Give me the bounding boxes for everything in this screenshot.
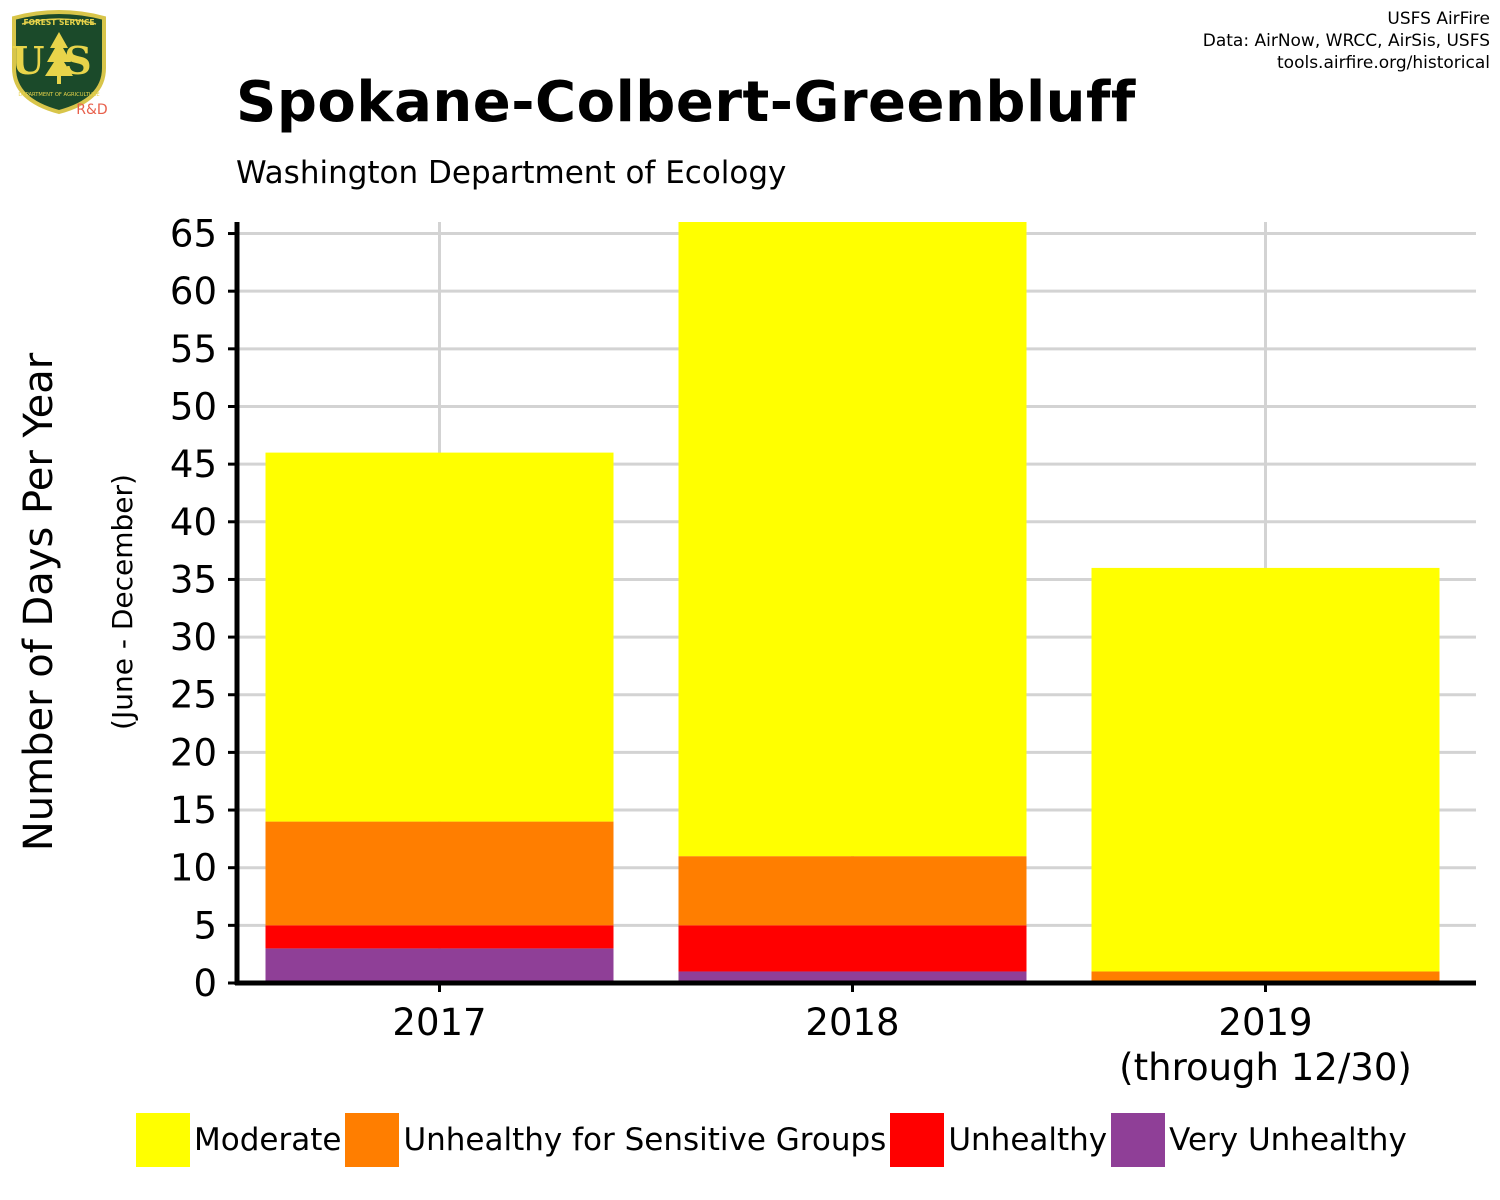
bar-segment xyxy=(265,948,614,983)
logo-arc-text: FOREST SERVICE xyxy=(23,18,94,27)
logo-tag: R&D xyxy=(76,102,107,116)
bar-segment xyxy=(678,856,1027,926)
credits-block: USFS AirFire Data: AirNow, WRCC, AirSis,… xyxy=(1203,8,1490,74)
y-tick-label: 35 xyxy=(170,558,217,601)
y-axis-label: Number of Days Per Year xyxy=(16,352,62,851)
bars xyxy=(265,222,1440,983)
x-tick-label: 2019 xyxy=(1218,1001,1312,1044)
x-tick-label: 2018 xyxy=(805,1001,899,1044)
y-tick-label: 15 xyxy=(170,789,217,832)
credit-line: USFS AirFire xyxy=(1387,9,1490,29)
axes xyxy=(228,222,1476,992)
bar-segment xyxy=(678,971,1027,983)
legend-item: Very Unhealthy xyxy=(1111,1113,1407,1167)
credit-line: Data: AirNow, WRCC, AirSis, USFS xyxy=(1202,31,1490,51)
legend-swatch xyxy=(136,1113,190,1167)
y-axis-sublabel: (June - December) xyxy=(106,474,139,730)
y-tick-label: 40 xyxy=(170,501,217,544)
bar-segment xyxy=(265,452,614,822)
y-tick-label: 0 xyxy=(193,962,217,1005)
credit-line: tools.airfire.org/historical xyxy=(1277,53,1490,73)
bar-segment xyxy=(1091,567,1440,972)
logo-bottom-text: DEPARTMENT OF AGRICULTURE xyxy=(18,92,99,98)
y-tick-label: 50 xyxy=(170,385,217,428)
bar-segment xyxy=(678,222,1027,857)
legend-item: Unhealthy xyxy=(890,1113,1107,1167)
y-tick-label: 5 xyxy=(193,904,217,947)
y-tick-label: 20 xyxy=(170,731,217,774)
legend-label: Unhealthy for Sensitive Groups xyxy=(403,1122,887,1158)
legend-item: Moderate xyxy=(136,1113,341,1167)
bar-segment xyxy=(265,925,614,949)
chart-subtitle: Washington Department of Ecology xyxy=(236,155,787,191)
legend-label: Moderate xyxy=(194,1122,342,1158)
y-tick-label: 65 xyxy=(170,213,217,256)
x-tick-label: 2017 xyxy=(392,1001,486,1044)
legend-label: Unhealthy xyxy=(948,1122,1108,1158)
x-tick-sublabel: (through 12/30) xyxy=(1119,1046,1412,1089)
legend-swatch xyxy=(345,1113,400,1167)
tree-icon xyxy=(45,32,73,76)
legend-swatch xyxy=(890,1113,945,1167)
y-tick-label: 30 xyxy=(170,616,217,659)
y-tick-label: 10 xyxy=(170,847,217,890)
legend-label: Very Unhealthy xyxy=(1169,1122,1407,1158)
y-tick-label: 55 xyxy=(170,328,217,371)
legend-item: Unhealthy for Sensitive Groups xyxy=(345,1113,886,1167)
bar-segment xyxy=(678,925,1027,972)
legend-swatch xyxy=(1111,1113,1166,1167)
x-tick-labels: 2017 2018 2019(through 12/30) xyxy=(392,1001,1411,1089)
y-tick-labels: 0 5 10 15 20 25 30 35 40 45 50 55 60 65 xyxy=(170,213,217,1005)
chart-title: Spokane-Colbert-Greenbluff xyxy=(236,70,1136,135)
bar-segment xyxy=(1091,971,1440,983)
y-tick-label: 45 xyxy=(170,443,217,486)
y-tick-label: 25 xyxy=(170,674,217,717)
y-tick-label: 60 xyxy=(170,270,217,313)
legend: Moderate Unhealthy for Sensitive Groups Un… xyxy=(136,1112,1411,1168)
bar-segment xyxy=(265,821,614,926)
